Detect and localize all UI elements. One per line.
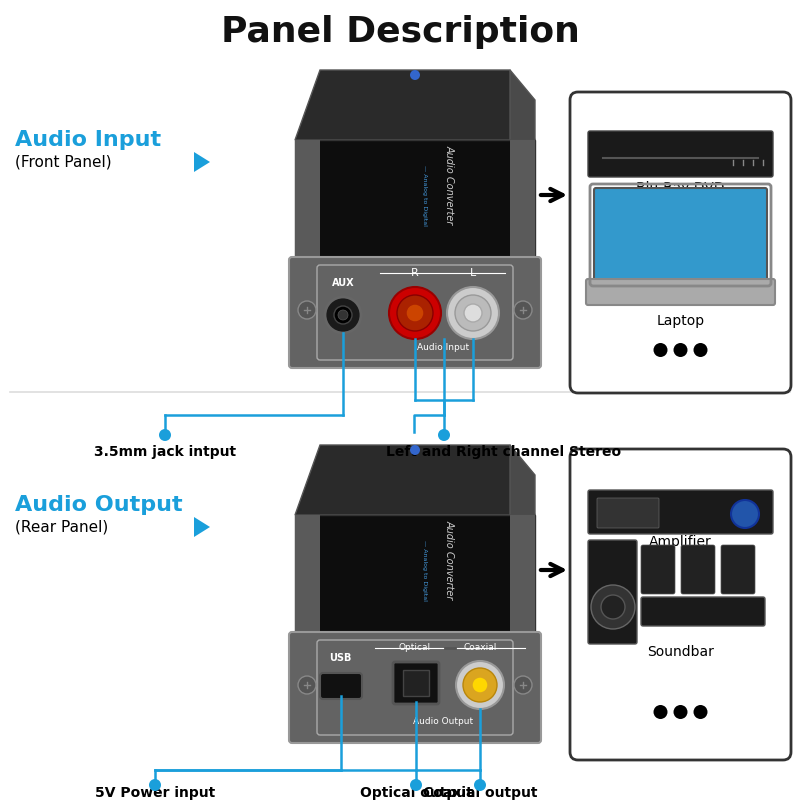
Circle shape	[674, 705, 687, 719]
Text: Audio Input: Audio Input	[15, 130, 161, 150]
FancyBboxPatch shape	[588, 540, 637, 644]
Circle shape	[731, 500, 759, 528]
Text: (Front Panel): (Front Panel)	[15, 154, 112, 170]
FancyBboxPatch shape	[597, 498, 659, 528]
Circle shape	[654, 705, 667, 719]
Polygon shape	[510, 445, 535, 515]
Circle shape	[694, 705, 707, 719]
Polygon shape	[510, 140, 535, 260]
Polygon shape	[194, 517, 210, 537]
Text: — Analog to Digital: — Analog to Digital	[422, 539, 427, 601]
Text: Optical output: Optical output	[360, 786, 472, 800]
Polygon shape	[295, 140, 320, 260]
Polygon shape	[295, 140, 535, 260]
Circle shape	[591, 585, 635, 629]
FancyBboxPatch shape	[289, 257, 541, 368]
Text: USB: USB	[329, 653, 351, 663]
Text: Audio Converter: Audio Converter	[445, 520, 455, 600]
Circle shape	[298, 676, 316, 694]
Polygon shape	[295, 515, 320, 635]
Circle shape	[325, 297, 361, 333]
Text: 3.5mm jack intput: 3.5mm jack intput	[94, 445, 236, 459]
FancyBboxPatch shape	[681, 545, 715, 594]
Circle shape	[694, 343, 707, 357]
Circle shape	[464, 304, 482, 322]
Text: AUX: AUX	[332, 278, 354, 288]
Circle shape	[654, 343, 667, 357]
Circle shape	[389, 287, 441, 339]
Text: Blu-Ray DVD: Blu-Ray DVD	[636, 181, 725, 195]
Text: Optical: Optical	[399, 643, 431, 653]
Polygon shape	[510, 70, 535, 140]
Text: Laptop: Laptop	[657, 314, 705, 328]
FancyBboxPatch shape	[641, 597, 765, 626]
Text: L: L	[470, 268, 476, 278]
Circle shape	[397, 295, 433, 331]
Text: Panel Description: Panel Description	[221, 15, 579, 49]
Text: Left and Right channel Stereo: Left and Right channel Stereo	[386, 445, 622, 459]
Text: Audio Output: Audio Output	[15, 495, 182, 515]
Circle shape	[338, 310, 348, 320]
FancyBboxPatch shape	[588, 490, 773, 534]
Text: 5V Power input: 5V Power input	[95, 786, 215, 800]
Circle shape	[438, 429, 450, 441]
Circle shape	[514, 676, 532, 694]
Text: Audio Converter: Audio Converter	[445, 146, 455, 225]
Polygon shape	[295, 445, 535, 515]
Circle shape	[514, 301, 532, 319]
Circle shape	[474, 779, 486, 791]
Circle shape	[463, 668, 497, 702]
FancyBboxPatch shape	[721, 545, 755, 594]
FancyBboxPatch shape	[570, 92, 791, 393]
Circle shape	[674, 343, 687, 357]
Circle shape	[410, 445, 420, 455]
Circle shape	[601, 595, 625, 619]
Circle shape	[410, 779, 422, 791]
FancyBboxPatch shape	[393, 662, 439, 704]
FancyBboxPatch shape	[320, 673, 362, 699]
Polygon shape	[295, 515, 535, 635]
Circle shape	[447, 287, 499, 339]
Circle shape	[298, 301, 316, 319]
Polygon shape	[510, 515, 535, 635]
Circle shape	[334, 306, 352, 324]
Text: Soundbar: Soundbar	[647, 645, 714, 659]
Polygon shape	[194, 152, 210, 172]
Circle shape	[472, 677, 488, 693]
Circle shape	[455, 295, 491, 331]
Circle shape	[149, 779, 161, 791]
Text: Coaxial: Coaxial	[463, 643, 497, 653]
Text: (Rear Panel): (Rear Panel)	[15, 519, 108, 534]
FancyBboxPatch shape	[289, 632, 541, 743]
Text: — Analog to Digital: — Analog to Digital	[422, 165, 427, 226]
Text: Audio Output: Audio Output	[413, 718, 473, 726]
Circle shape	[406, 304, 424, 322]
FancyBboxPatch shape	[594, 188, 767, 282]
Circle shape	[410, 70, 420, 80]
Circle shape	[456, 661, 504, 709]
Text: Coaxial output: Coaxial output	[422, 786, 538, 800]
FancyBboxPatch shape	[403, 670, 429, 696]
FancyBboxPatch shape	[588, 131, 773, 177]
FancyBboxPatch shape	[570, 449, 791, 760]
Circle shape	[159, 429, 171, 441]
FancyBboxPatch shape	[586, 279, 775, 305]
Text: R: R	[411, 268, 419, 278]
Text: Amplifier: Amplifier	[649, 535, 712, 549]
Text: Audio Input: Audio Input	[417, 342, 469, 351]
FancyBboxPatch shape	[641, 545, 675, 594]
Polygon shape	[295, 70, 535, 140]
